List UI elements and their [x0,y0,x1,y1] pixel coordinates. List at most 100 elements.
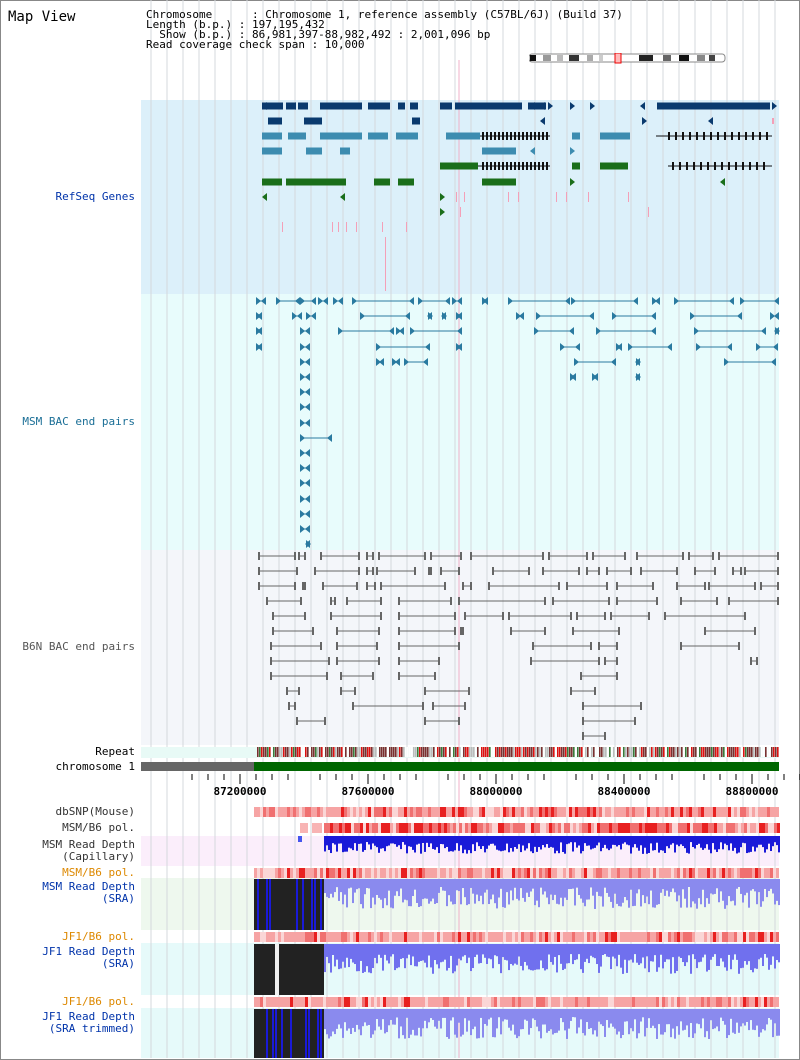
jf1-trim-depth-bar [654,1009,656,1029]
jf1-pol-heat-cell [608,932,611,942]
jf1-sra-depth-bar [732,944,734,960]
capillary-depth-bar [432,836,434,849]
repeat-element [457,747,459,757]
jf1-pol-heat-cell [461,932,464,942]
jf1-trim-depth-bar [484,1009,486,1024]
msm-sra-depth-bar [394,879,396,896]
jf1-pol-heat-2-cell [473,997,476,1007]
b6n-end [324,717,326,725]
jf1-b6-pol-label-2[interactable]: JF1/B6 pol. [62,995,135,1008]
exon [546,132,548,140]
exon [542,132,544,140]
gene-block [304,117,322,125]
repeat-element [697,747,699,757]
msm-b6-pol-label-2[interactable]: MSM/B6 pol. [62,866,135,879]
b6n-end [272,627,274,635]
jf1-trim-depth-bar [290,1009,292,1058]
msm-b6-pol-label-1[interactable]: MSM/B6 pol. [62,821,135,834]
jf1-pol-heat-cell [659,932,662,942]
jf1-sra-depth-bar [630,944,632,960]
msm-pol-heat-2-cell [416,868,419,878]
repeat-element [475,747,477,757]
capillary-depth-bar [756,836,758,848]
jf1-read-depth-trimmed-label[interactable]: JF1 Read Depth (SRA trimmed) [42,1010,135,1035]
msm-pol-heat-2-cell [299,868,302,878]
jf1-pol-heat-cell [569,932,572,942]
msm-bac-label[interactable]: MSM BAC end pairs [22,415,135,428]
msm-sra-depth-bar [436,879,438,904]
jf1-b6-pol-label-1[interactable]: JF1/B6 pol. [62,930,135,943]
jf1-trim-depth-bar [454,1009,456,1035]
jf1-pol-heat-2-cell [752,997,755,1007]
gene-block [772,118,774,124]
bac-end [305,343,310,351]
msm-pol-heat-cell [723,823,726,833]
chromosome-ideogram[interactable] [529,53,729,65]
jf1-pol-heat-2-cell [512,997,515,1007]
msm-read-depth-capillary-label[interactable]: MSM Read Depth (Capillary) [42,838,135,863]
msm-pol-heat-cell [342,823,345,833]
repeat-element [629,747,631,757]
jf1-trim-depth-bar [660,1009,662,1035]
exon [717,132,719,140]
bac-end [311,312,316,320]
jf1-pol-heat-cell [752,932,755,942]
jf1-pol-heat-2-cell [740,997,743,1007]
msm-pol-heat-2-cell [743,868,746,878]
msm-pol-heat-cell [714,823,717,833]
repeat-element [301,747,303,757]
b6n-bac-label[interactable]: B6N BAC end pairs [22,640,135,653]
msm-read-depth-sra-label[interactable]: MSM Read Depth (SRA) [42,880,135,905]
jf1-sra-depth-bar [430,944,432,968]
bac-end [392,358,397,366]
capillary-depth-bar [656,836,658,843]
msm-pol-heat-2-cell [284,868,287,878]
bac-end [571,373,576,381]
b6n-end [716,597,718,605]
msm-sra-depth-bar [506,879,508,893]
jf1-sra-depth-bar [686,944,688,963]
jf1-trim-depth-bar [368,1009,370,1026]
jf1-trim-depth-bar [624,1009,626,1022]
jf1-pol-heat-2-cell [284,997,287,1007]
capillary-depth-bar [410,836,412,847]
repeat-label[interactable]: Repeat [95,745,135,758]
msm-sra-depth-bar [338,879,340,901]
msm-pol-heat-cell [654,823,657,833]
b6n-end [258,552,260,560]
msm-pol-heat-2-cell [773,868,776,878]
b6n-end [328,657,330,665]
dbsnp-label[interactable]: dbSNP(Mouse) [55,805,135,818]
bac-end [596,327,601,335]
msm-pol-heat-cell [702,823,705,833]
msm-pol-heat-cell [726,823,729,833]
jf1-pol-heat-2-cell [551,997,554,1007]
dbsnp-heat-cell [491,807,494,817]
jf1-read-depth-sra-label[interactable]: JF1 Read Depth (SRA) [42,945,135,970]
msm-pol-heat-cell [651,823,654,833]
jf1-trim-depth-bar [634,1009,636,1020]
repeat-element [719,747,721,757]
b6n-end [502,612,504,620]
repeat-element [619,747,621,757]
dbsnp-heat-cell [725,807,728,817]
jf1-pol-heat-2-cell [560,997,563,1007]
jf1-pol-heat-2-cell [608,997,611,1007]
b6n-end [680,597,682,605]
msm-sra-depth-bar [462,879,464,889]
jf1-trim-depth-bar [486,1009,488,1026]
msm-pol-heat-cell [615,823,618,833]
jf1-sra-depth-bar [372,944,374,968]
msm-sra-depth-bar [348,879,350,889]
jf1-pol-heat-2-cell [527,997,530,1007]
msm-sra-depth-bar [584,879,586,907]
refseq-genes-label[interactable]: RefSeq Genes [55,190,135,203]
msm-pol-heat-cell [705,823,708,833]
msm-sra-depth-bar [564,879,566,898]
jf1-pol-heat-cell [629,932,632,942]
repeat-element [419,747,421,757]
repeat-element [387,747,389,757]
repeat-element [335,747,337,757]
dbsnp-heat-cell [716,807,719,817]
jf1-sra-depth-bar [474,944,476,958]
